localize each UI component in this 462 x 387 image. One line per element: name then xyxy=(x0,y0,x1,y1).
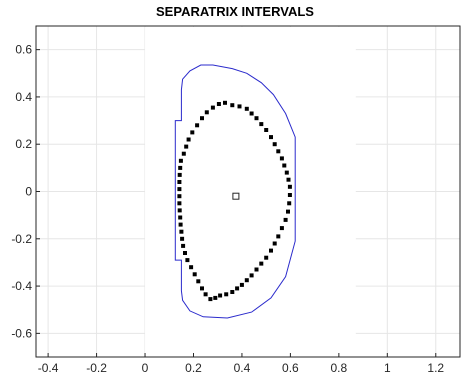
separatrix-point-60 xyxy=(195,123,200,128)
x-tick-label-8: 1.2 xyxy=(427,361,444,375)
separatrix-point-41 xyxy=(286,177,291,182)
x-tick-label-0: -0.4 xyxy=(38,361,59,375)
separatrix-point-32 xyxy=(269,248,273,253)
x-tick-label-3: 0.2 xyxy=(185,361,202,375)
y-tick-label-2: -0.2 xyxy=(11,232,32,246)
x-tick-label-5: 0.6 xyxy=(282,361,299,375)
separatrix-point-37 xyxy=(286,209,290,214)
separatrix-point-9 xyxy=(178,222,183,227)
separatrix-point-25 xyxy=(235,286,240,291)
separatrix-point-61 xyxy=(190,130,195,135)
separatrix-point-24 xyxy=(230,290,235,294)
y-tick-label-1: -0.4 xyxy=(11,279,32,293)
separatrix-point-47 xyxy=(269,135,273,140)
separatrix-point-11 xyxy=(180,236,185,241)
separatrix-point-2 xyxy=(177,172,182,177)
y-tick-label-4: 0.2 xyxy=(15,137,32,151)
separatrix-point-51 xyxy=(249,111,254,116)
separatrix-point-15 xyxy=(189,265,194,270)
x-tick-labels: -0.4 -0.2 0 0.2 0.4 0.6 0.8 1 1.2 xyxy=(38,361,445,375)
separatrix-point-28 xyxy=(249,273,254,278)
separatrix-point-45 xyxy=(276,149,281,154)
x-tick-label-1: -0.2 xyxy=(86,361,107,375)
x-tick-label-2: 0 xyxy=(142,361,149,375)
y-tick-labels: -0.6 -0.4 -0.2 0 0.2 0.4 0.6 xyxy=(11,43,32,341)
separatrix-point-62 xyxy=(186,137,191,142)
separatrix-point-39 xyxy=(287,193,292,197)
separatrix-point-35 xyxy=(279,226,284,231)
separatrix-point-6 xyxy=(177,201,182,206)
separatrix-point-50 xyxy=(254,116,259,121)
separatrix-point-46 xyxy=(272,142,277,147)
separatrix-point-26 xyxy=(239,282,244,287)
separatrix-point-63 xyxy=(184,144,189,149)
separatrix-point-7 xyxy=(177,208,182,213)
separatrix-point-31 xyxy=(264,255,269,260)
separatrix-point-30 xyxy=(259,261,264,266)
separatrix-point-21 xyxy=(213,295,218,300)
separatrix-point-64 xyxy=(181,151,186,156)
separatrix-point-34 xyxy=(276,234,281,239)
separatrix-point-18 xyxy=(200,286,204,291)
separatrix-point-49 xyxy=(259,122,264,127)
separatrix-point-5 xyxy=(177,194,182,199)
separatrix-point-38 xyxy=(287,201,292,206)
separatrix-point-8 xyxy=(178,215,183,220)
separatrix-point-58 xyxy=(204,110,209,115)
separatrix-point-20 xyxy=(208,297,213,302)
separatrix-point-40 xyxy=(287,184,292,189)
x-tick-label-6: 0.8 xyxy=(331,361,348,375)
separatrix-point-23 xyxy=(224,292,229,297)
separatrix-point-56 xyxy=(216,102,221,106)
x-tick-label-4: 0.4 xyxy=(234,361,251,375)
separatrix-point-4 xyxy=(177,187,182,192)
separatrix-point-22 xyxy=(218,293,223,298)
separatrix-point-29 xyxy=(254,267,259,272)
separatrix-point-36 xyxy=(283,217,288,222)
x-tick-label-7: 1 xyxy=(384,361,391,375)
axes xyxy=(35,25,461,358)
plot-blank-band xyxy=(145,27,356,356)
separatrix-point-33 xyxy=(272,241,277,246)
y-tick-label-0: -0.6 xyxy=(11,326,32,340)
separatrix-point-48 xyxy=(264,128,269,132)
y-tick-label-6: 0.6 xyxy=(15,43,32,57)
separatrix-point-19 xyxy=(203,292,208,297)
separatrix-points xyxy=(177,100,292,302)
separatrix-point-12 xyxy=(181,243,186,248)
y-tick-label-5: 0.4 xyxy=(15,90,32,104)
separatrix-point-13 xyxy=(183,251,187,255)
separatrix-point-57 xyxy=(210,105,215,110)
separatrix-point-3 xyxy=(177,180,182,184)
separatrix-point-14 xyxy=(185,258,190,263)
chart-title: SEPARATRIX INTERVALS xyxy=(156,4,314,19)
y-tick-label-3: 0 xyxy=(25,185,32,199)
separatrix-point-54 xyxy=(230,103,235,108)
separatrix-point-17 xyxy=(196,279,201,284)
separatrix-point-52 xyxy=(244,106,249,111)
separatrix-point-27 xyxy=(244,278,249,283)
separatrix-point-59 xyxy=(200,116,204,121)
magnetic-axis-marker xyxy=(232,192,240,200)
separatrix-point-53 xyxy=(237,104,242,109)
separatrix-point-1 xyxy=(178,165,183,170)
separatrix-point-43 xyxy=(282,163,287,168)
separatrix-point-44 xyxy=(279,156,284,161)
separatrix-point-10 xyxy=(179,229,184,234)
separatrix-point-16 xyxy=(192,272,197,277)
separatrix-point-55 xyxy=(223,100,227,105)
vessel-wall-outline xyxy=(174,64,296,319)
separatrix-point-42 xyxy=(284,170,289,175)
separatrix-point-0 xyxy=(178,158,183,163)
